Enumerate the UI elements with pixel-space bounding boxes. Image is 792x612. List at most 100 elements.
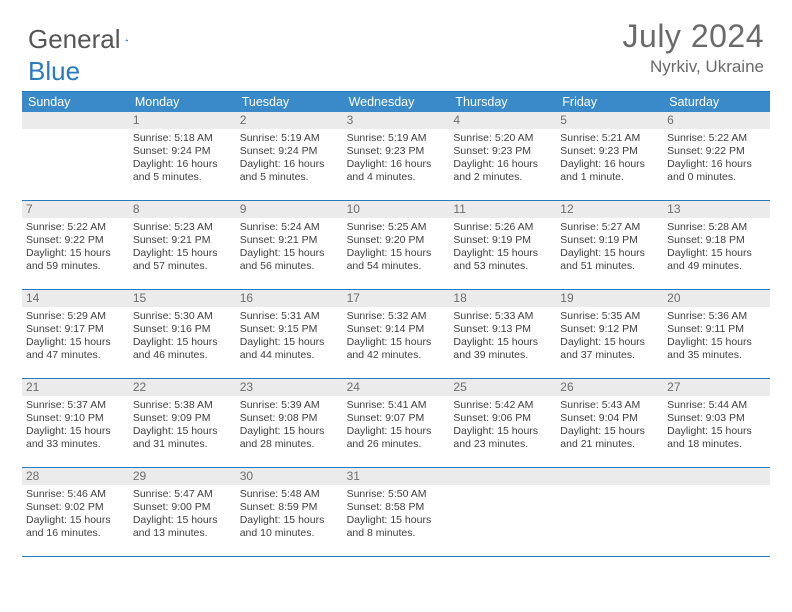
calendar-cell: 27Sunrise: 5:44 AMSunset: 9:03 PMDayligh… (663, 379, 770, 467)
day-details: Sunrise: 5:24 AMSunset: 9:21 PMDaylight:… (236, 218, 343, 278)
day-number: 14 (22, 290, 129, 307)
day-number: 1 (129, 112, 236, 129)
day-details: Sunrise: 5:23 AMSunset: 9:21 PMDaylight:… (129, 218, 236, 278)
calendar-cell: 11Sunrise: 5:26 AMSunset: 9:19 PMDayligh… (449, 201, 556, 289)
day-details: Sunrise: 5:50 AMSunset: 8:58 PMDaylight:… (343, 485, 450, 545)
calendar-cell: 13Sunrise: 5:28 AMSunset: 9:18 PMDayligh… (663, 201, 770, 289)
day-details: Sunrise: 5:37 AMSunset: 9:10 PMDaylight:… (22, 396, 129, 456)
header: General July 2024 Nyrkiv, Ukraine (0, 0, 792, 83)
location-label: Nyrkiv, Ukraine (623, 57, 764, 77)
day-number: 21 (22, 379, 129, 396)
calendar-cell: 2Sunrise: 5:19 AMSunset: 9:24 PMDaylight… (236, 112, 343, 200)
calendar-cell: 7Sunrise: 5:22 AMSunset: 9:22 PMDaylight… (22, 201, 129, 289)
calendar-cell (663, 468, 770, 556)
title-block: July 2024 Nyrkiv, Ukraine (623, 18, 764, 77)
day-number: 20 (663, 290, 770, 307)
calendar-cell: 9Sunrise: 5:24 AMSunset: 9:21 PMDaylight… (236, 201, 343, 289)
calendar-cell: 19Sunrise: 5:35 AMSunset: 9:12 PMDayligh… (556, 290, 663, 378)
brand-part2: Blue (28, 56, 80, 87)
day-number: 12 (556, 201, 663, 218)
calendar-week-row: 28Sunrise: 5:46 AMSunset: 9:02 PMDayligh… (22, 468, 770, 557)
day-details: Sunrise: 5:41 AMSunset: 9:07 PMDaylight:… (343, 396, 450, 456)
day-details: Sunrise: 5:28 AMSunset: 9:18 PMDaylight:… (663, 218, 770, 278)
day-number: 10 (343, 201, 450, 218)
day-of-week-header: Tuesday (236, 92, 343, 112)
day-number: 22 (129, 379, 236, 396)
calendar-cell: 14Sunrise: 5:29 AMSunset: 9:17 PMDayligh… (22, 290, 129, 378)
day-number: 3 (343, 112, 450, 129)
calendar-cell: 26Sunrise: 5:43 AMSunset: 9:04 PMDayligh… (556, 379, 663, 467)
day-number: 31 (343, 468, 450, 485)
day-number: 6 (663, 112, 770, 129)
day-number: 17 (343, 290, 450, 307)
day-details: Sunrise: 5:42 AMSunset: 9:06 PMDaylight:… (449, 396, 556, 456)
day-details: Sunrise: 5:27 AMSunset: 9:19 PMDaylight:… (556, 218, 663, 278)
day-details: Sunrise: 5:20 AMSunset: 9:23 PMDaylight:… (449, 129, 556, 189)
day-details: Sunrise: 5:29 AMSunset: 9:17 PMDaylight:… (22, 307, 129, 367)
day-details: Sunrise: 5:39 AMSunset: 9:08 PMDaylight:… (236, 396, 343, 456)
calendar-cell: 31Sunrise: 5:50 AMSunset: 8:58 PMDayligh… (343, 468, 450, 556)
day-of-week-header: Thursday (449, 92, 556, 112)
calendar-cell: 28Sunrise: 5:46 AMSunset: 9:02 PMDayligh… (22, 468, 129, 556)
day-number: 9 (236, 201, 343, 218)
day-number: 29 (129, 468, 236, 485)
logo-sail-icon (125, 31, 128, 49)
day-details: Sunrise: 5:18 AMSunset: 9:24 PMDaylight:… (129, 129, 236, 189)
day-details: Sunrise: 5:36 AMSunset: 9:11 PMDaylight:… (663, 307, 770, 367)
calendar-week-row: 7Sunrise: 5:22 AMSunset: 9:22 PMDaylight… (22, 201, 770, 290)
calendar-cell (556, 468, 663, 556)
calendar-cell: 21Sunrise: 5:37 AMSunset: 9:10 PMDayligh… (22, 379, 129, 467)
day-details: Sunrise: 5:30 AMSunset: 9:16 PMDaylight:… (129, 307, 236, 367)
day-number: 11 (449, 201, 556, 218)
day-details: Sunrise: 5:48 AMSunset: 8:59 PMDaylight:… (236, 485, 343, 545)
day-details: Sunrise: 5:25 AMSunset: 9:20 PMDaylight:… (343, 218, 450, 278)
day-details: Sunrise: 5:35 AMSunset: 9:12 PMDaylight:… (556, 307, 663, 367)
day-of-week-header: Monday (129, 92, 236, 112)
calendar-cell (449, 468, 556, 556)
day-number (556, 468, 663, 485)
calendar: SundayMondayTuesdayWednesdayThursdayFrid… (22, 91, 770, 557)
calendar-cell: 16Sunrise: 5:31 AMSunset: 9:15 PMDayligh… (236, 290, 343, 378)
day-of-week-row: SundayMondayTuesdayWednesdayThursdayFrid… (22, 92, 770, 112)
day-of-week-header: Sunday (22, 92, 129, 112)
day-number: 26 (556, 379, 663, 396)
calendar-cell: 17Sunrise: 5:32 AMSunset: 9:14 PMDayligh… (343, 290, 450, 378)
calendar-cell: 8Sunrise: 5:23 AMSunset: 9:21 PMDaylight… (129, 201, 236, 289)
day-details: Sunrise: 5:46 AMSunset: 9:02 PMDaylight:… (22, 485, 129, 545)
day-number (663, 468, 770, 485)
brand-part1: General (28, 24, 121, 55)
calendar-cell: 4Sunrise: 5:20 AMSunset: 9:23 PMDaylight… (449, 112, 556, 200)
calendar-cell: 29Sunrise: 5:47 AMSunset: 9:00 PMDayligh… (129, 468, 236, 556)
day-of-week-header: Friday (556, 92, 663, 112)
calendar-cell: 12Sunrise: 5:27 AMSunset: 9:19 PMDayligh… (556, 201, 663, 289)
day-details: Sunrise: 5:19 AMSunset: 9:23 PMDaylight:… (343, 129, 450, 189)
day-details: Sunrise: 5:19 AMSunset: 9:24 PMDaylight:… (236, 129, 343, 189)
day-number: 7 (22, 201, 129, 218)
calendar-cell: 23Sunrise: 5:39 AMSunset: 9:08 PMDayligh… (236, 379, 343, 467)
day-number (22, 112, 129, 129)
day-details: Sunrise: 5:31 AMSunset: 9:15 PMDaylight:… (236, 307, 343, 367)
day-of-week-header: Saturday (663, 92, 770, 112)
calendar-cell: 5Sunrise: 5:21 AMSunset: 9:23 PMDaylight… (556, 112, 663, 200)
day-number: 16 (236, 290, 343, 307)
day-number: 27 (663, 379, 770, 396)
calendar-cell: 1Sunrise: 5:18 AMSunset: 9:24 PMDaylight… (129, 112, 236, 200)
day-number: 5 (556, 112, 663, 129)
day-number: 25 (449, 379, 556, 396)
day-number: 30 (236, 468, 343, 485)
calendar-cell: 22Sunrise: 5:38 AMSunset: 9:09 PMDayligh… (129, 379, 236, 467)
day-number (449, 468, 556, 485)
day-number: 8 (129, 201, 236, 218)
day-number: 19 (556, 290, 663, 307)
day-number: 24 (343, 379, 450, 396)
day-details: Sunrise: 5:44 AMSunset: 9:03 PMDaylight:… (663, 396, 770, 456)
calendar-cell (22, 112, 129, 200)
calendar-cell: 25Sunrise: 5:42 AMSunset: 9:06 PMDayligh… (449, 379, 556, 467)
day-details: Sunrise: 5:47 AMSunset: 9:00 PMDaylight:… (129, 485, 236, 545)
day-number: 28 (22, 468, 129, 485)
day-number: 2 (236, 112, 343, 129)
brand-logo: General (28, 24, 149, 55)
day-number: 18 (449, 290, 556, 307)
calendar-cell: 30Sunrise: 5:48 AMSunset: 8:59 PMDayligh… (236, 468, 343, 556)
day-number: 15 (129, 290, 236, 307)
